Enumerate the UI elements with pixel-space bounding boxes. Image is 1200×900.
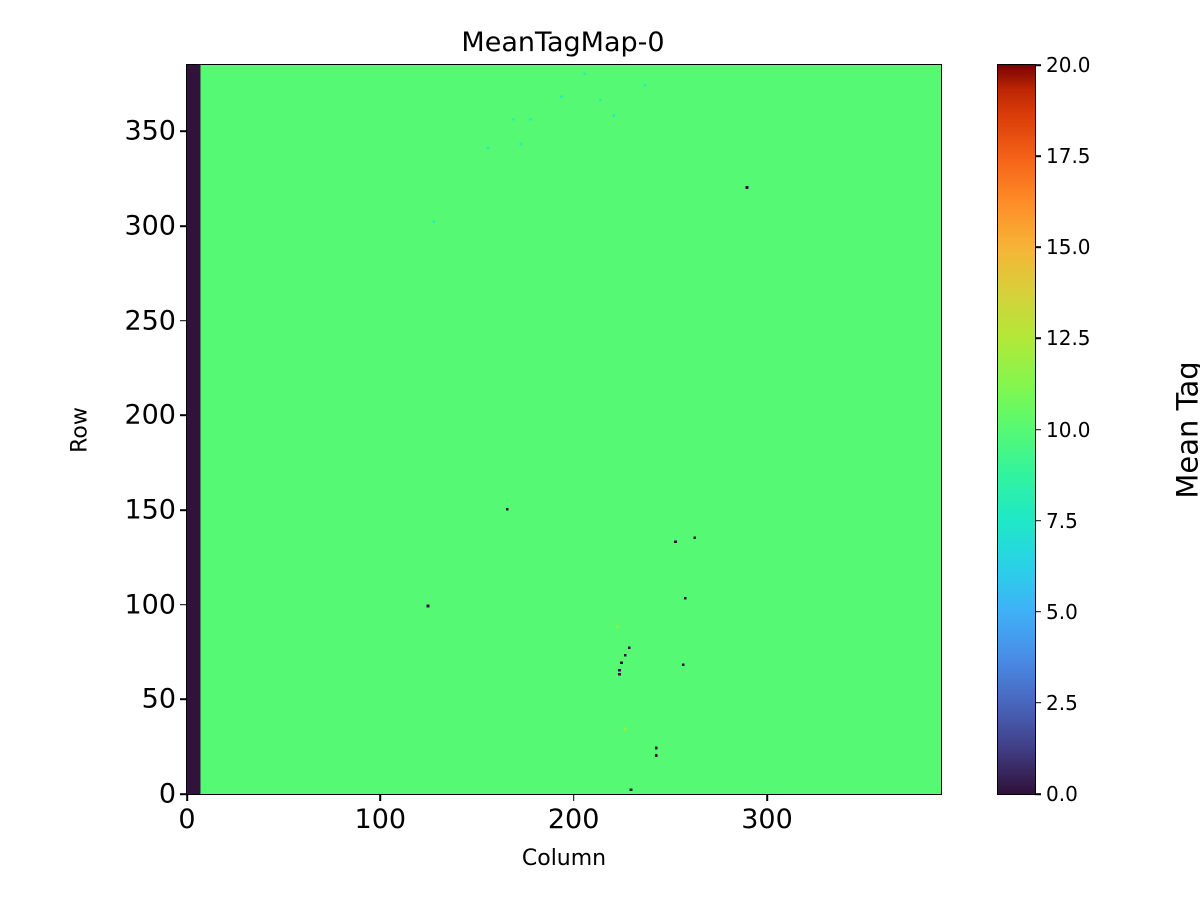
colorbar-tick-mark xyxy=(1035,428,1041,431)
colorbar-tick-label: 5.0 xyxy=(1046,599,1078,624)
colorbar-tick-mark xyxy=(1035,155,1041,157)
colorbar-tick-label: 2.5 xyxy=(1046,690,1078,715)
y-tick-mark xyxy=(180,509,187,511)
y-tick-mark xyxy=(180,130,187,133)
y-tick-mark xyxy=(180,698,187,701)
y-tick-label: 300 xyxy=(124,210,176,242)
x-tick-mark xyxy=(186,794,188,801)
colorbar-tick-mark xyxy=(1035,519,1041,522)
x-tick-label: 0 xyxy=(178,804,196,835)
heatmap-axes: Row Column 0 50 100 150 200 250 300 350 0 100 200… xyxy=(67,64,942,871)
y-tick-label: 50 xyxy=(141,683,176,715)
y-tick-label: 250 xyxy=(124,305,176,337)
x-tick-label: 100 xyxy=(354,804,407,835)
colorbar-tick-label: 20.0 xyxy=(1046,53,1091,77)
y-tick-label: 100 xyxy=(124,589,176,621)
colorbar-tick-label: 17.5 xyxy=(1046,144,1091,169)
colorbar-tick-label: 10.0 xyxy=(1046,417,1091,442)
colorbar-label: Mean Tag xyxy=(1170,360,1200,499)
colorbar-tick-mark xyxy=(1035,64,1041,66)
colorbar-tick-label: 7.5 xyxy=(1046,508,1078,533)
colorbar-tick-mark xyxy=(1035,702,1041,704)
y-tick-label: 150 xyxy=(124,494,176,526)
colorbar-tick-mark xyxy=(1035,610,1041,613)
colorbar-tick-label: 12.5 xyxy=(1046,326,1091,351)
y-tick-label: 350 xyxy=(124,115,176,147)
colorbar-tick-label: 0.0 xyxy=(1046,782,1078,806)
y-axis-label: Row xyxy=(67,406,93,453)
colorbar-gradient xyxy=(998,65,1035,794)
y-tick-mark xyxy=(180,414,187,417)
x-tick-mark xyxy=(379,794,382,801)
colorbar-tick-mark xyxy=(1035,337,1041,340)
y-tick-label: 200 xyxy=(124,399,176,431)
heatmap-image xyxy=(187,65,941,794)
page-title: MeanTagMap-0 xyxy=(461,27,665,58)
y-tick-mark xyxy=(180,793,187,795)
x-tick-mark xyxy=(572,794,575,801)
y-tick-mark xyxy=(180,603,187,606)
x-axis-label: Column xyxy=(521,846,607,871)
y-tick-mark xyxy=(180,319,187,322)
colorbar-tick-label: 15.0 xyxy=(1046,235,1091,260)
y-tick-label: 0 xyxy=(158,778,176,810)
colorbar-tick-mark xyxy=(1035,793,1041,795)
x-tick-label: 300 xyxy=(741,804,793,835)
colorbar: 0.0 2.5 5.0 7.5 10.0 12.5 15.0 17.5 20.0 Mean Ta… xyxy=(997,53,1200,806)
x-tick-label: 200 xyxy=(547,804,600,835)
x-tick-mark xyxy=(766,794,768,801)
colorbar-tick-mark xyxy=(1035,246,1041,249)
y-tick-mark xyxy=(180,225,187,227)
